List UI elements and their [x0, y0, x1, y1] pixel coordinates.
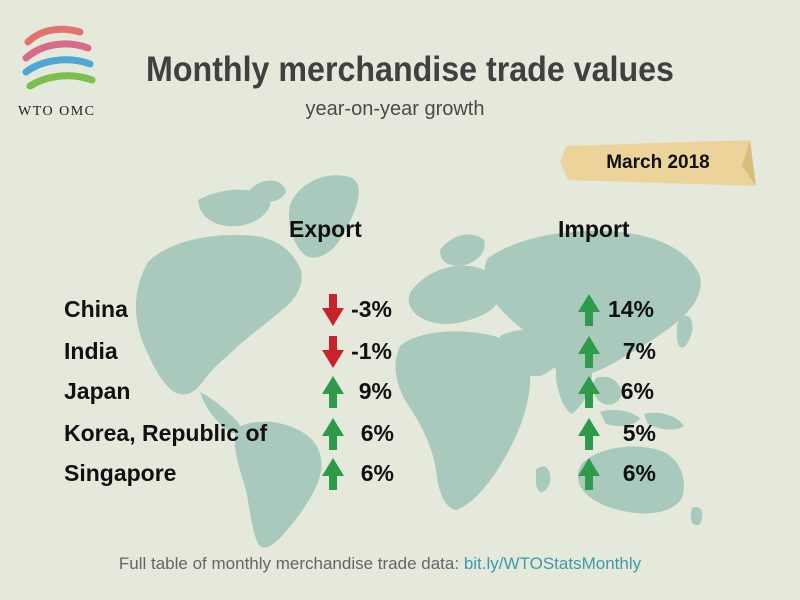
export-value: -3% [351, 296, 392, 322]
footer-text: Full table of monthly merchandise trade … [118, 554, 460, 573]
export-value: 6% [360, 460, 394, 486]
arrow-up-icon [322, 418, 344, 450]
arrow-up-icon [578, 458, 600, 490]
table-row: China -3% 14% [0, 292, 800, 328]
export-value: 9% [358, 378, 392, 404]
country-label: Korea, Republic of [64, 420, 268, 446]
import-column-header: Import [558, 216, 630, 242]
export-value: -1% [351, 338, 392, 364]
arrow-up-icon [578, 336, 600, 368]
arrow-up-icon [578, 418, 600, 450]
arrow-down-icon [322, 294, 344, 326]
export-value: 6% [360, 420, 394, 446]
table-row: Korea, Republic of 6% 5% [0, 416, 800, 452]
import-value: 5% [622, 420, 656, 446]
arrow-up-icon [578, 294, 600, 326]
table-row: Singapore 6% 6% [0, 456, 800, 492]
country-label: China [64, 296, 128, 322]
footer-link[interactable]: bit.ly/WTOStatsMonthly [463, 554, 642, 573]
period-label: March 2018 [606, 152, 710, 173]
arrow-up-icon [322, 376, 344, 408]
wto-logo [22, 25, 96, 90]
arrow-up-icon [322, 458, 344, 490]
country-label: Japan [64, 378, 131, 404]
import-value: 6% [620, 378, 654, 404]
country-label: Singapore [64, 460, 177, 486]
arrow-down-icon [322, 336, 344, 368]
table-row: Japan 9% 6% [0, 374, 800, 410]
wto-logo-text: WTO OMC [18, 104, 96, 119]
page-title: Monthly merchandise trade values [146, 50, 674, 89]
footer-note: Full table of monthly merchandise trade … [0, 554, 760, 574]
import-value: 6% [622, 460, 656, 486]
page-subtitle: year-on-year growth [305, 98, 485, 120]
import-value: 7% [622, 338, 656, 364]
period-ribbon [560, 140, 756, 186]
table-row: India -1% 7% [0, 334, 800, 370]
export-column-header: Export [289, 216, 362, 242]
import-value: 14% [607, 296, 654, 322]
country-label: India [64, 338, 118, 364]
arrow-up-icon [578, 376, 600, 408]
